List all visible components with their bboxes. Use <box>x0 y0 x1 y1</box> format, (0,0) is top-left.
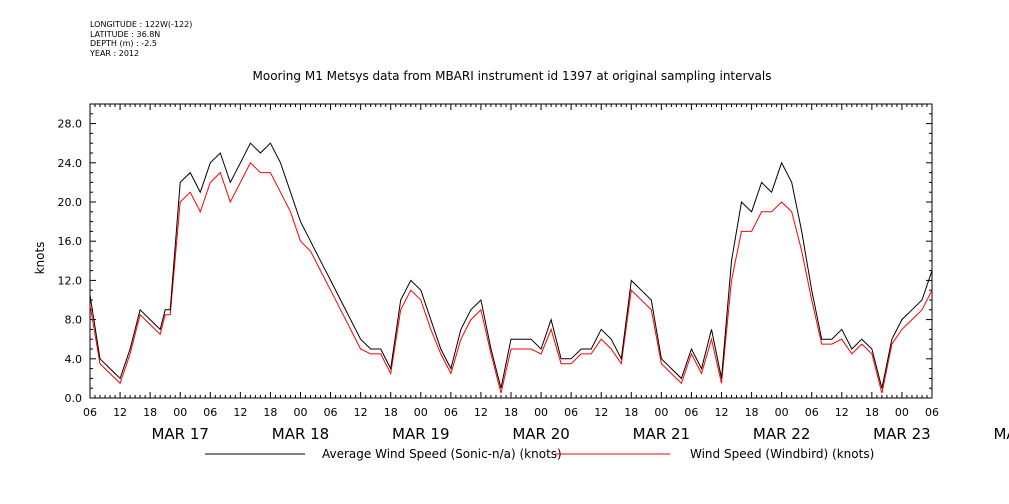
day-label: MAR 19 <box>392 425 449 443</box>
x-tick-label: 18 <box>263 406 277 419</box>
x-tick-label: 00 <box>654 406 668 419</box>
metadata-block: LONGITUDE : 122W(-122) LATITUDE : 36.8N … <box>90 20 192 58</box>
y-tick-label: 8.0 <box>65 314 83 327</box>
x-tick-label: 06 <box>564 406 578 419</box>
y-tick-label: 28.0 <box>58 118 83 131</box>
plot-frame <box>89 103 933 399</box>
x-tick-label: 18 <box>143 406 157 419</box>
chart-title: Mooring M1 Metsys data from MBARI instru… <box>253 69 772 83</box>
y-tick-label: 0.0 <box>65 392 83 405</box>
x-tick-label: 12 <box>233 406 247 419</box>
x-tick-label: 06 <box>805 406 819 419</box>
x-tick-label: 00 <box>173 406 187 419</box>
x-tick-label: 12 <box>594 406 608 419</box>
series-group <box>89 142 933 394</box>
y-axis-label: knots <box>33 242 47 275</box>
legend-label: Wind Speed (Windbird) (knots) <box>690 447 874 461</box>
legend: Average Wind Speed (Sonic-n/a) (knots) Wi… <box>205 447 874 461</box>
day-label: MAR 17 <box>151 425 208 443</box>
x-tick-label: 06 <box>925 406 939 419</box>
x-tick-label: 18 <box>504 406 518 419</box>
x-tick-label: 12 <box>715 406 729 419</box>
x-tick-label: 18 <box>384 406 398 419</box>
year-label: YEAR : 2012 <box>90 48 140 58</box>
x-tick-label: 12 <box>474 406 488 419</box>
x-tick-label: 12 <box>835 406 849 419</box>
day-label: MAR 22 <box>753 425 810 443</box>
y-tick-label: 24.0 <box>58 157 83 170</box>
y-tick-label: 16.0 <box>58 235 83 248</box>
day-label: MAR 18 <box>272 425 329 443</box>
x-axis-labels: 06 12 18 00 06 12 18 00 06 12 18 00 06 12 18 00 06 12 18 00… <box>83 406 1009 443</box>
y-tick-label: 20.0 <box>58 196 83 209</box>
latitude-label: LATITUDE : 36.8N <box>90 29 161 39</box>
day-label: MAR 24 <box>993 425 1009 443</box>
x-tick-label: 18 <box>865 406 879 419</box>
y-axis-labels: 0.0 4.0 8.0 12.0 16.0 20.0 24.0 28.0 <box>58 118 83 405</box>
legend-label: Average Wind Speed (Sonic-n/a) (knots) <box>322 447 562 461</box>
x-tick-label: 00 <box>414 406 428 419</box>
day-label: MAR 21 <box>633 425 690 443</box>
y-tick-label: 4.0 <box>65 353 83 366</box>
x-tick-label: 06 <box>444 406 458 419</box>
x-tick-label: 06 <box>203 406 217 419</box>
x-tick-label: 06 <box>684 406 698 419</box>
y-tick-label: 12.0 <box>58 274 83 287</box>
series-line <box>89 161 933 394</box>
day-label: MAR 20 <box>512 425 569 443</box>
x-tick-label: 18 <box>624 406 638 419</box>
axis-ticks <box>89 103 933 399</box>
x-tick-label: 12 <box>113 406 127 419</box>
x-tick-label: 06 <box>83 406 97 419</box>
x-tick-label: 00 <box>895 406 909 419</box>
x-tick-label: 12 <box>354 406 368 419</box>
longitude-label: LONGITUDE : 122W(-122) <box>90 20 193 29</box>
x-tick-label: 06 <box>324 406 338 419</box>
x-tick-label: 00 <box>294 406 308 419</box>
x-tick-label: 00 <box>775 406 789 419</box>
x-tick-label: 18 <box>745 406 759 419</box>
series-line <box>89 142 933 389</box>
x-tick-label: 00 <box>534 406 548 419</box>
day-label: MAR 23 <box>873 425 930 443</box>
depth-label: DEPTH (m) : -2.5 <box>90 39 157 48</box>
